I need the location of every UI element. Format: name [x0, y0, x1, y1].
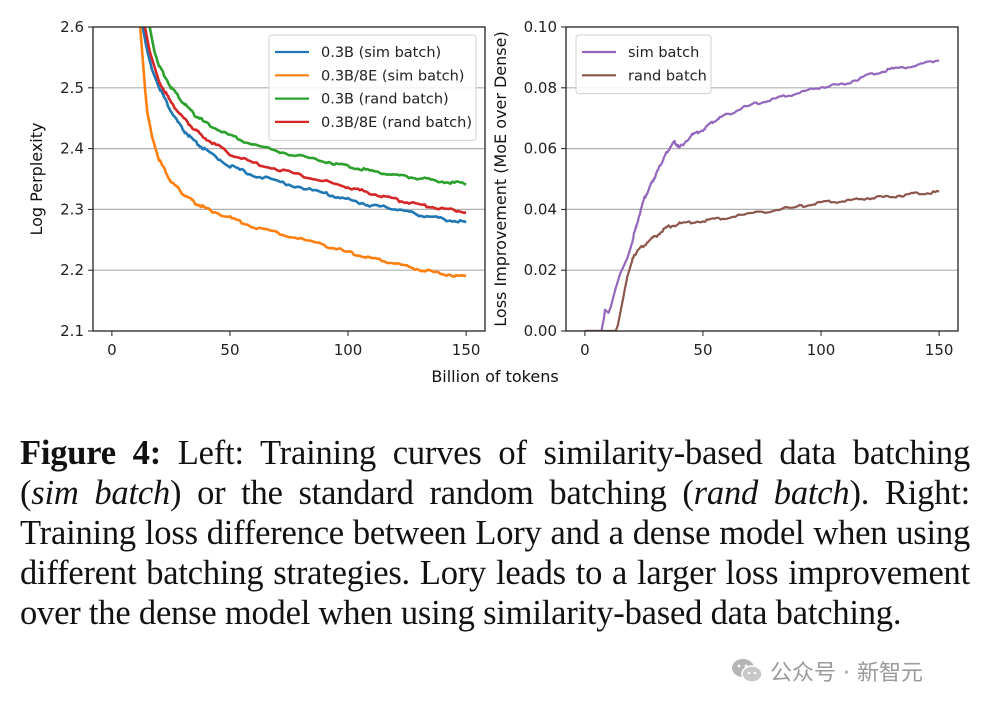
caption-text: Left: Training curves of similarity-base…: [20, 434, 970, 632]
y-tick-label: 2.5: [60, 79, 84, 97]
y-tick-label: 0.06: [524, 140, 557, 158]
caption-segment: Left: Training curves of similarity-base…: [20, 434, 971, 512]
x-tick-label: 0: [107, 341, 117, 359]
x-tick-label: 50: [220, 341, 239, 359]
x-tick-label: 150: [925, 341, 954, 359]
left-chart: 2.1 2.2 2.3 2.4 2.5 2.6 0 50 100 150 Log Perplexit…: [27, 18, 486, 359]
legend-label: sim batch: [628, 45, 699, 61]
x-tick-label: 150: [452, 341, 481, 359]
series-group: [138, 27, 467, 278]
figure-caption: Figure 4: Left: Training curves of simil…: [20, 433, 970, 633]
series-line-rand-batch: [584, 189, 940, 331]
right-chart: 0.00 0.02 0.04 0.06 0.08 0.10 0 50 100 150 Loss Im…: [491, 18, 959, 359]
y-axis-label: Log Perplexity: [27, 123, 46, 236]
legend-label: 0.3B (sim batch): [321, 45, 441, 61]
series-line-0-3b-8e-sim-batch-: [138, 27, 467, 278]
y-tick-label: 2.1: [60, 322, 84, 340]
watermark-text: 公众号 · 新智元: [770, 661, 923, 686]
y-tick-label: 0.04: [524, 200, 557, 218]
legend-box: [268, 34, 477, 141]
y-tick-label: 0.00: [524, 322, 557, 340]
legend-label: 0.3B/8E (sim batch): [321, 68, 464, 84]
legend-box: [575, 34, 712, 95]
x-axis-label: Billion of tokens: [431, 367, 558, 386]
series-line-sim-batch: [584, 59, 940, 331]
caption-segment: ) or the standard random batching (: [170, 474, 694, 512]
wechat-icon: [732, 659, 763, 683]
x-tick-label: 100: [807, 341, 836, 359]
legend-label: 0.3B/8E (rand batch): [321, 115, 472, 131]
y-axis-label: Loss Improvement (MoE over Dense): [491, 31, 510, 326]
watermark: 公众号 · 新智元: [730, 655, 923, 687]
axes-frame: [565, 26, 959, 332]
x-tick-label: 0: [580, 341, 590, 359]
series-line-0-3b-sim-batch-: [141, 27, 467, 224]
series-line-0-3b-rand-batch-: [148, 27, 467, 186]
caption-italic-term: sim batch: [31, 474, 171, 512]
y-tick-label: 0.02: [524, 261, 557, 279]
y-tick-label: 2.4: [60, 140, 84, 158]
x-tick-label: 50: [693, 341, 712, 359]
caption-label: Figure 4:: [20, 434, 162, 472]
y-tick-label: 0.08: [524, 79, 557, 97]
y-tick-label: 2.3: [60, 200, 84, 218]
figure: 2.1 2.2 2.3 2.4 2.5 2.6 0 50 100 150 Log Perplexit…: [27, 18, 959, 386]
axes-frame: [92, 26, 486, 332]
caption-italic-term: rand batch: [693, 474, 850, 512]
caption-segment: ). Right: Training loss difference betwe…: [20, 474, 970, 632]
y-tick-label: 2.6: [60, 18, 84, 36]
series-group: [584, 59, 940, 331]
y-tick-label: 2.2: [60, 261, 84, 279]
y-tick-label: 0.10: [524, 18, 557, 36]
legend-label: rand batch: [628, 68, 707, 84]
x-tick-label: 100: [334, 341, 363, 359]
legend-label: 0.3B (rand batch): [321, 92, 449, 108]
series-line-0-3b-8e-rand-batch-: [143, 27, 467, 215]
